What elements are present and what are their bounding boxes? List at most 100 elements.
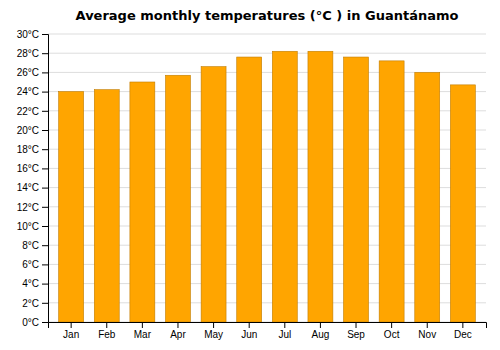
y-axis-line (42, 35, 49, 323)
bar (308, 51, 333, 322)
y-tick: 14°C (17, 182, 48, 193)
y-tick: 10°C (17, 221, 48, 232)
x-tick-mark (462, 322, 463, 328)
y-tick-label: 28°C (17, 48, 39, 59)
y-tick: 26°C (17, 67, 48, 78)
y-tick-label: 10°C (17, 221, 39, 232)
y-tick-label: 16°C (17, 163, 39, 174)
y-tick: 28°C (17, 48, 48, 59)
y-tick: 0°C (22, 317, 48, 328)
y-axis: 0°C 2°C 4°C 6°C 8°C 10°C 12°C 14°C 16°C 18°C 20°C 2… (17, 29, 49, 328)
bar (59, 92, 84, 322)
bar (379, 61, 404, 322)
y-tick-label: 8°C (22, 240, 39, 251)
x-tick: Feb (98, 322, 116, 340)
y-tick-mark (42, 322, 48, 323)
x-tick-mark (106, 322, 107, 328)
x-tick-label: Nov (418, 329, 436, 340)
y-tick-mark (42, 130, 48, 131)
x-tick-label: May (204, 329, 223, 340)
y-tick: 2°C (22, 298, 48, 309)
y-tick-mark (42, 226, 48, 227)
y-tick: 30°C (17, 29, 48, 40)
y-tick-label: 26°C (17, 67, 39, 78)
x-axis-line (49, 323, 487, 329)
y-tick: 4°C (22, 278, 48, 289)
y-tick-label: 20°C (17, 125, 39, 136)
y-tick: 20°C (17, 125, 48, 136)
x-tick-mark (71, 322, 72, 328)
y-tick-label: 2°C (22, 298, 39, 309)
bar (344, 57, 369, 322)
x-tick-mark (177, 322, 178, 328)
x-tick-label: Sep (347, 329, 365, 340)
x-tick-label: Oct (384, 329, 400, 340)
grid (48, 34, 486, 322)
y-tick-mark (42, 284, 48, 285)
bar (201, 67, 226, 322)
bar (130, 82, 155, 322)
y-tick-mark (42, 72, 48, 73)
bar (450, 85, 475, 322)
chart: Jan Feb Mar Apr May Jun Jul Aug Sep Oct Nov Dec 0°C 2… (0, 0, 500, 350)
x-tick: Mar (134, 322, 152, 340)
x-tick: Dec (454, 322, 472, 340)
y-tick-mark (42, 264, 48, 265)
y-tick: 22°C (17, 106, 48, 117)
y-tick-mark (42, 92, 48, 93)
y-tick: 16°C (17, 163, 48, 174)
x-tick-label: Jan (63, 329, 79, 340)
x-tick-mark (249, 322, 250, 328)
y-tick-label: 6°C (22, 259, 39, 270)
y-tick-label: 14°C (17, 182, 39, 193)
x-tick: Sep (347, 322, 365, 340)
x-tick-mark (356, 322, 357, 328)
y-tick-mark (42, 245, 48, 246)
y-tick: 12°C (17, 202, 48, 213)
x-tick-mark (213, 322, 214, 328)
bar (237, 57, 262, 322)
title: Average monthly temperatures (°C ) in Gu… (76, 8, 459, 23)
x-tick-mark (391, 322, 392, 328)
bar (415, 72, 440, 322)
y-tick: 8°C (22, 240, 48, 251)
x-tick-label: Dec (454, 329, 472, 340)
bar (166, 75, 191, 322)
x-tick-label: Aug (312, 329, 330, 340)
x-tick: Oct (384, 322, 400, 340)
x-axis: Jan Feb Mar Apr May Jun Jul Aug Sep Oct Nov Dec (49, 322, 487, 340)
y-tick-mark (42, 188, 48, 189)
x-tick: Jul (278, 322, 291, 340)
y-tick-label: 24°C (17, 86, 39, 97)
grid-line (48, 53, 486, 54)
x-tick: Jun (241, 322, 257, 340)
y-tick-mark (42, 149, 48, 150)
y-tick-label: 12°C (17, 202, 39, 213)
y-tick-label: 22°C (17, 106, 39, 117)
x-tick: Apr (170, 322, 186, 340)
x-tick: May (204, 322, 223, 340)
y-tick-mark (42, 34, 48, 35)
x-tick-label: Jul (278, 329, 291, 340)
grid-line (48, 34, 486, 35)
x-tick-mark (284, 322, 285, 328)
y-tick-label: 0°C (22, 317, 39, 328)
x-tick: Jan (63, 322, 79, 340)
y-tick-mark (42, 207, 48, 208)
x-tick-mark (427, 322, 428, 328)
x-tick-mark (142, 322, 143, 328)
x-tick-label: Mar (134, 329, 152, 340)
y-tick-mark (42, 53, 48, 54)
y-tick-label: 18°C (17, 144, 39, 155)
x-tick-label: Feb (98, 329, 116, 340)
x-tick: Nov (418, 322, 436, 340)
x-tick-label: Apr (170, 329, 186, 340)
plot-area: Jan Feb Mar Apr May Jun Jul Aug Sep Oct Nov Dec 0°C 2… (17, 29, 487, 340)
bar (94, 90, 119, 322)
y-tick: 6°C (22, 259, 48, 270)
y-tick-mark (42, 168, 48, 169)
bars (59, 51, 476, 322)
y-tick-mark (42, 111, 48, 112)
y-tick-label: 4°C (22, 278, 39, 289)
y-tick-label: 30°C (17, 29, 39, 40)
